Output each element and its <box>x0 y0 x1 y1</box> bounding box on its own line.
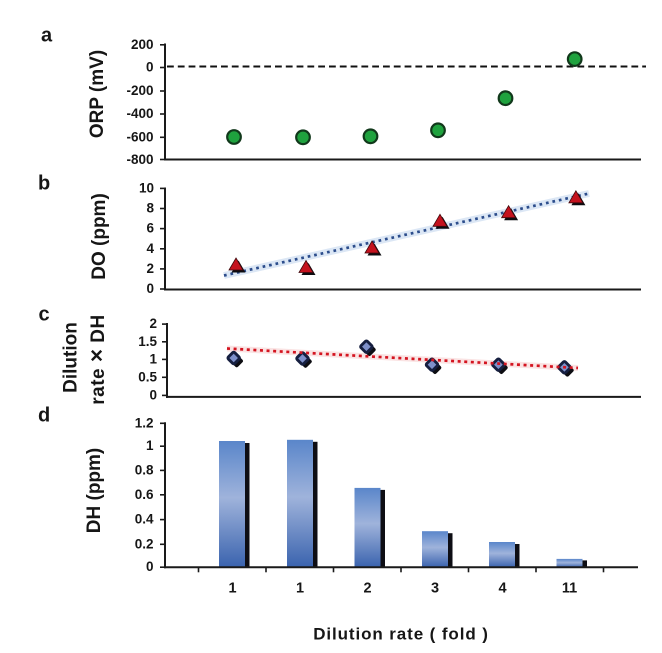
svg-text:200: 200 <box>131 37 154 52</box>
svg-text:ORP (mV): ORP (mV) <box>87 50 108 138</box>
svg-text:4: 4 <box>498 581 506 597</box>
svg-text:a: a <box>41 25 53 47</box>
svg-text:b: b <box>38 173 50 195</box>
svg-text:DO (ppm): DO (ppm) <box>89 193 110 280</box>
svg-text:0.4: 0.4 <box>135 512 154 527</box>
svg-text:1: 1 <box>296 581 304 597</box>
svg-text:0: 0 <box>149 387 157 402</box>
svg-text:-800: -800 <box>126 152 153 167</box>
svg-text:1: 1 <box>228 581 236 597</box>
svg-text:Dilution: Dilution <box>61 322 82 393</box>
svg-text:0: 0 <box>146 281 154 296</box>
svg-text:-600: -600 <box>126 129 153 144</box>
svg-text:0.2: 0.2 <box>135 536 154 551</box>
svg-text:10: 10 <box>139 180 154 195</box>
svg-text:-400: -400 <box>126 106 153 121</box>
svg-text:1: 1 <box>146 438 154 453</box>
svg-text:rate × DH: rate × DH <box>84 314 109 405</box>
svg-text:2: 2 <box>146 261 154 276</box>
svg-text:0: 0 <box>146 559 154 574</box>
svg-text:0: 0 <box>146 60 154 75</box>
svg-text:3: 3 <box>431 581 439 597</box>
svg-text:1: 1 <box>149 351 157 366</box>
svg-text:1.2: 1.2 <box>135 415 154 430</box>
svg-text:-200: -200 <box>126 83 153 98</box>
svg-text:11: 11 <box>562 581 577 597</box>
svg-text:c: c <box>39 303 50 325</box>
svg-text:0.6: 0.6 <box>135 487 154 502</box>
svg-text:4: 4 <box>146 241 154 256</box>
svg-text:0.8: 0.8 <box>135 462 154 477</box>
svg-text:6: 6 <box>146 221 154 236</box>
svg-text:2: 2 <box>363 581 371 597</box>
svg-text:2: 2 <box>149 316 157 331</box>
svg-text:0.5: 0.5 <box>138 369 157 384</box>
svg-text:1.5: 1.5 <box>138 334 157 349</box>
svg-text:Dilution rate ( fold ): Dilution rate ( fold ) <box>313 625 489 644</box>
svg-text:8: 8 <box>146 201 154 216</box>
svg-text:DH (ppm): DH (ppm) <box>84 448 105 533</box>
svg-text:d: d <box>38 405 50 427</box>
